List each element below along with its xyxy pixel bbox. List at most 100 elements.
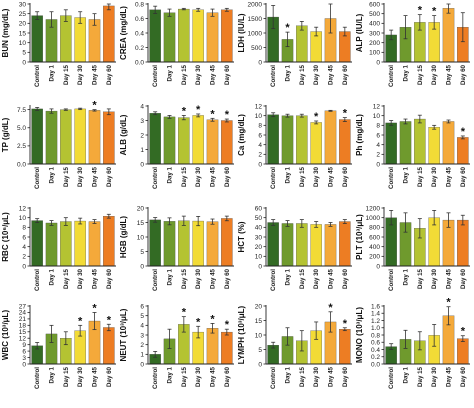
- x-tick-label: Day 1: [403, 166, 410, 183]
- significance-star: *: [210, 313, 215, 325]
- y-tick-label: 500: [251, 45, 262, 52]
- y-tick-label: 2: [258, 152, 262, 159]
- bar: [428, 127, 440, 165]
- y-tick-label: 0: [140, 361, 144, 368]
- y-axis-label: LYMPH (10³/μL): [237, 305, 246, 364]
- panel-0: 0 5 10 15 20 25 30 BUN (mg/dL) Control Day 1 Day 1…: [1, 0, 116, 87]
- bar: [88, 110, 101, 165]
- x-tick-label: Control: [388, 367, 395, 389]
- y-tick-label: 10: [19, 215, 27, 222]
- y-axis-label: NEUT (10³/μL): [119, 308, 128, 361]
- bar: [339, 119, 351, 165]
- bar: [221, 9, 233, 63]
- y-tick-label: 25: [19, 11, 27, 18]
- y-tick-label: 20: [255, 244, 263, 251]
- x-tick-label: Control: [152, 167, 159, 189]
- x-tick-label: Control: [152, 367, 159, 389]
- x-tick-label: Day 30: [313, 366, 320, 387]
- bar: [414, 118, 426, 165]
- y-tick-label: 0.0: [135, 59, 144, 66]
- bar: [178, 220, 190, 267]
- y-tick-label: 4: [140, 103, 144, 110]
- x-tick-label: Day 15: [417, 64, 424, 85]
- x-tick-label: Control: [270, 167, 277, 189]
- bar: [88, 221, 101, 267]
- bar: [267, 114, 279, 165]
- x-tick-label: Day 15: [417, 366, 424, 387]
- x-tick-label: Day 30: [313, 166, 320, 187]
- x-tick-label: Day 1: [403, 366, 410, 383]
- x-tick-label: Day 30: [77, 366, 84, 387]
- y-tick-label: 20: [255, 303, 263, 310]
- y-tick-label: 0.0: [17, 161, 26, 168]
- panel-8: 0 2 4 6 8 10 12 RBC (10⁶/μL) Control Day 1 Day 15 D…: [1, 205, 116, 291]
- x-tick-label: Day 1: [403, 268, 410, 285]
- x-tick-label: Day 1: [167, 366, 174, 383]
- y-tick-label: 50: [255, 215, 263, 222]
- y-tick-label: 2: [140, 342, 144, 349]
- x-tick-label: Day 60: [106, 366, 113, 387]
- bar: [88, 19, 101, 63]
- significance-star: *: [78, 315, 83, 327]
- significance-star: *: [461, 126, 466, 138]
- y-axis-label: ALB (g/dL): [119, 114, 128, 155]
- x-tick-label: Day 60: [460, 366, 467, 387]
- x-tick-label: Control: [270, 269, 277, 291]
- y-tick-label: 40: [255, 225, 263, 232]
- significance-star: *: [343, 108, 348, 120]
- x-tick-label: Day 30: [431, 268, 438, 289]
- significance-star: *: [432, 6, 437, 18]
- y-axis-label: WBC (10³/μL): [1, 310, 10, 361]
- bar: [163, 221, 176, 267]
- x-tick-label: Day 45: [446, 64, 453, 85]
- x-tick-label: Day 45: [446, 268, 453, 289]
- y-tick-label: 1.0: [371, 325, 380, 332]
- bar: [45, 110, 58, 165]
- bar: [221, 120, 233, 165]
- bar: [339, 221, 351, 267]
- y-tick-label: 15: [19, 30, 27, 37]
- y-tick-label: 0: [258, 161, 262, 168]
- bar: [163, 12, 176, 63]
- x-tick-label: Day 15: [63, 64, 70, 85]
- significance-star: *: [285, 22, 290, 34]
- bar: [103, 5, 115, 63]
- bar: [45, 222, 58, 267]
- bar: [103, 216, 115, 267]
- x-tick-label: Day 45: [210, 64, 217, 85]
- x-tick-label: Day 45: [210, 166, 217, 187]
- y-tick-label: 20: [19, 21, 27, 28]
- x-tick-label: Control: [270, 367, 277, 389]
- x-tick-label: Day 30: [77, 268, 84, 289]
- x-tick-label: Day 60: [342, 166, 349, 187]
- x-tick-label: Day 1: [285, 64, 292, 81]
- bar: [31, 220, 43, 267]
- y-tick-label: 15: [19, 329, 27, 336]
- y-tick-label: 1000: [366, 215, 381, 222]
- y-tick-label: 15: [137, 220, 145, 227]
- x-tick-label: Day 45: [92, 166, 99, 187]
- y-tick-label: 2.5: [17, 143, 26, 150]
- y-tick-label: 10: [373, 113, 381, 120]
- bar: [178, 8, 190, 63]
- y-tick-label: 5: [22, 50, 26, 57]
- x-tick-label: Day 45: [92, 64, 99, 85]
- panel-14: 0 5 10 15 20 LYMPH (10³/μL) Control Day 1 Day 15…: [237, 302, 352, 389]
- y-tick-label: 12: [255, 103, 263, 110]
- bar: [221, 331, 233, 365]
- x-tick-label: Day 45: [328, 166, 335, 187]
- y-tick-label: 500: [369, 11, 380, 18]
- y-tick-label: 12: [19, 336, 27, 343]
- y-tick-label: 6: [258, 132, 262, 139]
- y-tick-label: 0: [258, 361, 262, 368]
- y-tick-label: 0: [22, 361, 26, 368]
- bar: [385, 122, 397, 165]
- y-tick-label: 4: [140, 323, 144, 330]
- x-tick-label: Day 15: [63, 166, 70, 187]
- y-tick-label: 1: [140, 147, 144, 154]
- x-tick-label: Control: [152, 269, 159, 291]
- y-tick-label: 400: [369, 21, 380, 28]
- bar: [221, 218, 233, 267]
